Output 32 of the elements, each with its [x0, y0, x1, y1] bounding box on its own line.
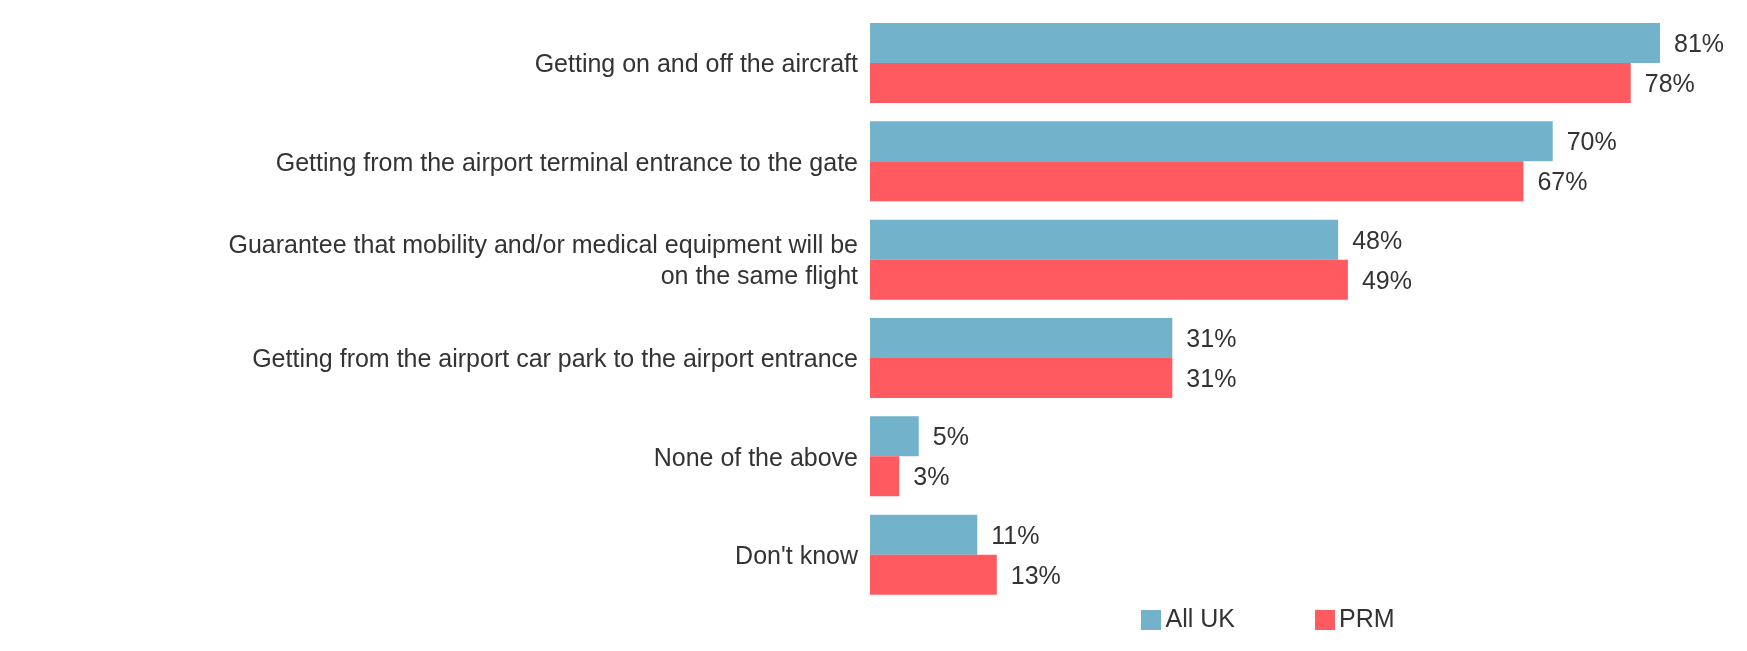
- data-label: 81%: [1674, 28, 1725, 57]
- bar: [870, 219, 1339, 260]
- bar: [870, 514, 978, 555]
- legend-label: PRM: [1338, 604, 1395, 632]
- bar: [870, 23, 1660, 63]
- bar: [870, 416, 919, 457]
- bar: [870, 554, 997, 595]
- bar: [870, 121, 1553, 162]
- data-label: 3%: [913, 462, 950, 491]
- data-label: 11%: [991, 520, 1040, 549]
- bar: [870, 161, 1524, 202]
- data-label: 78%: [1644, 68, 1695, 97]
- legend-label: All UK: [1165, 604, 1235, 632]
- data-label: 67%: [1537, 167, 1588, 196]
- y-tick-label: Getting from the airport car park to the airport entrance: [252, 344, 858, 373]
- bar: [870, 456, 900, 497]
- y-tick-label: Getting on and off the aircraft: [534, 49, 859, 78]
- y-tick-label: Getting from the airport terminal entrance to the gate: [275, 147, 858, 176]
- data-label: 31%: [1186, 363, 1237, 392]
- bar: [870, 318, 1173, 358]
- data-label: 48%: [1352, 225, 1403, 254]
- data-label: 5%: [932, 422, 969, 451]
- bar: [870, 63, 1631, 103]
- data-label: 70%: [1566, 127, 1617, 156]
- y-tick-label: None of the above: [653, 442, 858, 471]
- data-label: 49%: [1361, 265, 1412, 294]
- data-label: 31%: [1186, 323, 1237, 352]
- bar: [870, 358, 1173, 398]
- bar: [870, 259, 1348, 300]
- data-label: 13%: [1010, 560, 1061, 589]
- y-tick-label: Don't know: [735, 540, 859, 569]
- y-tick-label: Guarantee that mobility and/or medical equipment will be on the same flight: [228, 230, 859, 290]
